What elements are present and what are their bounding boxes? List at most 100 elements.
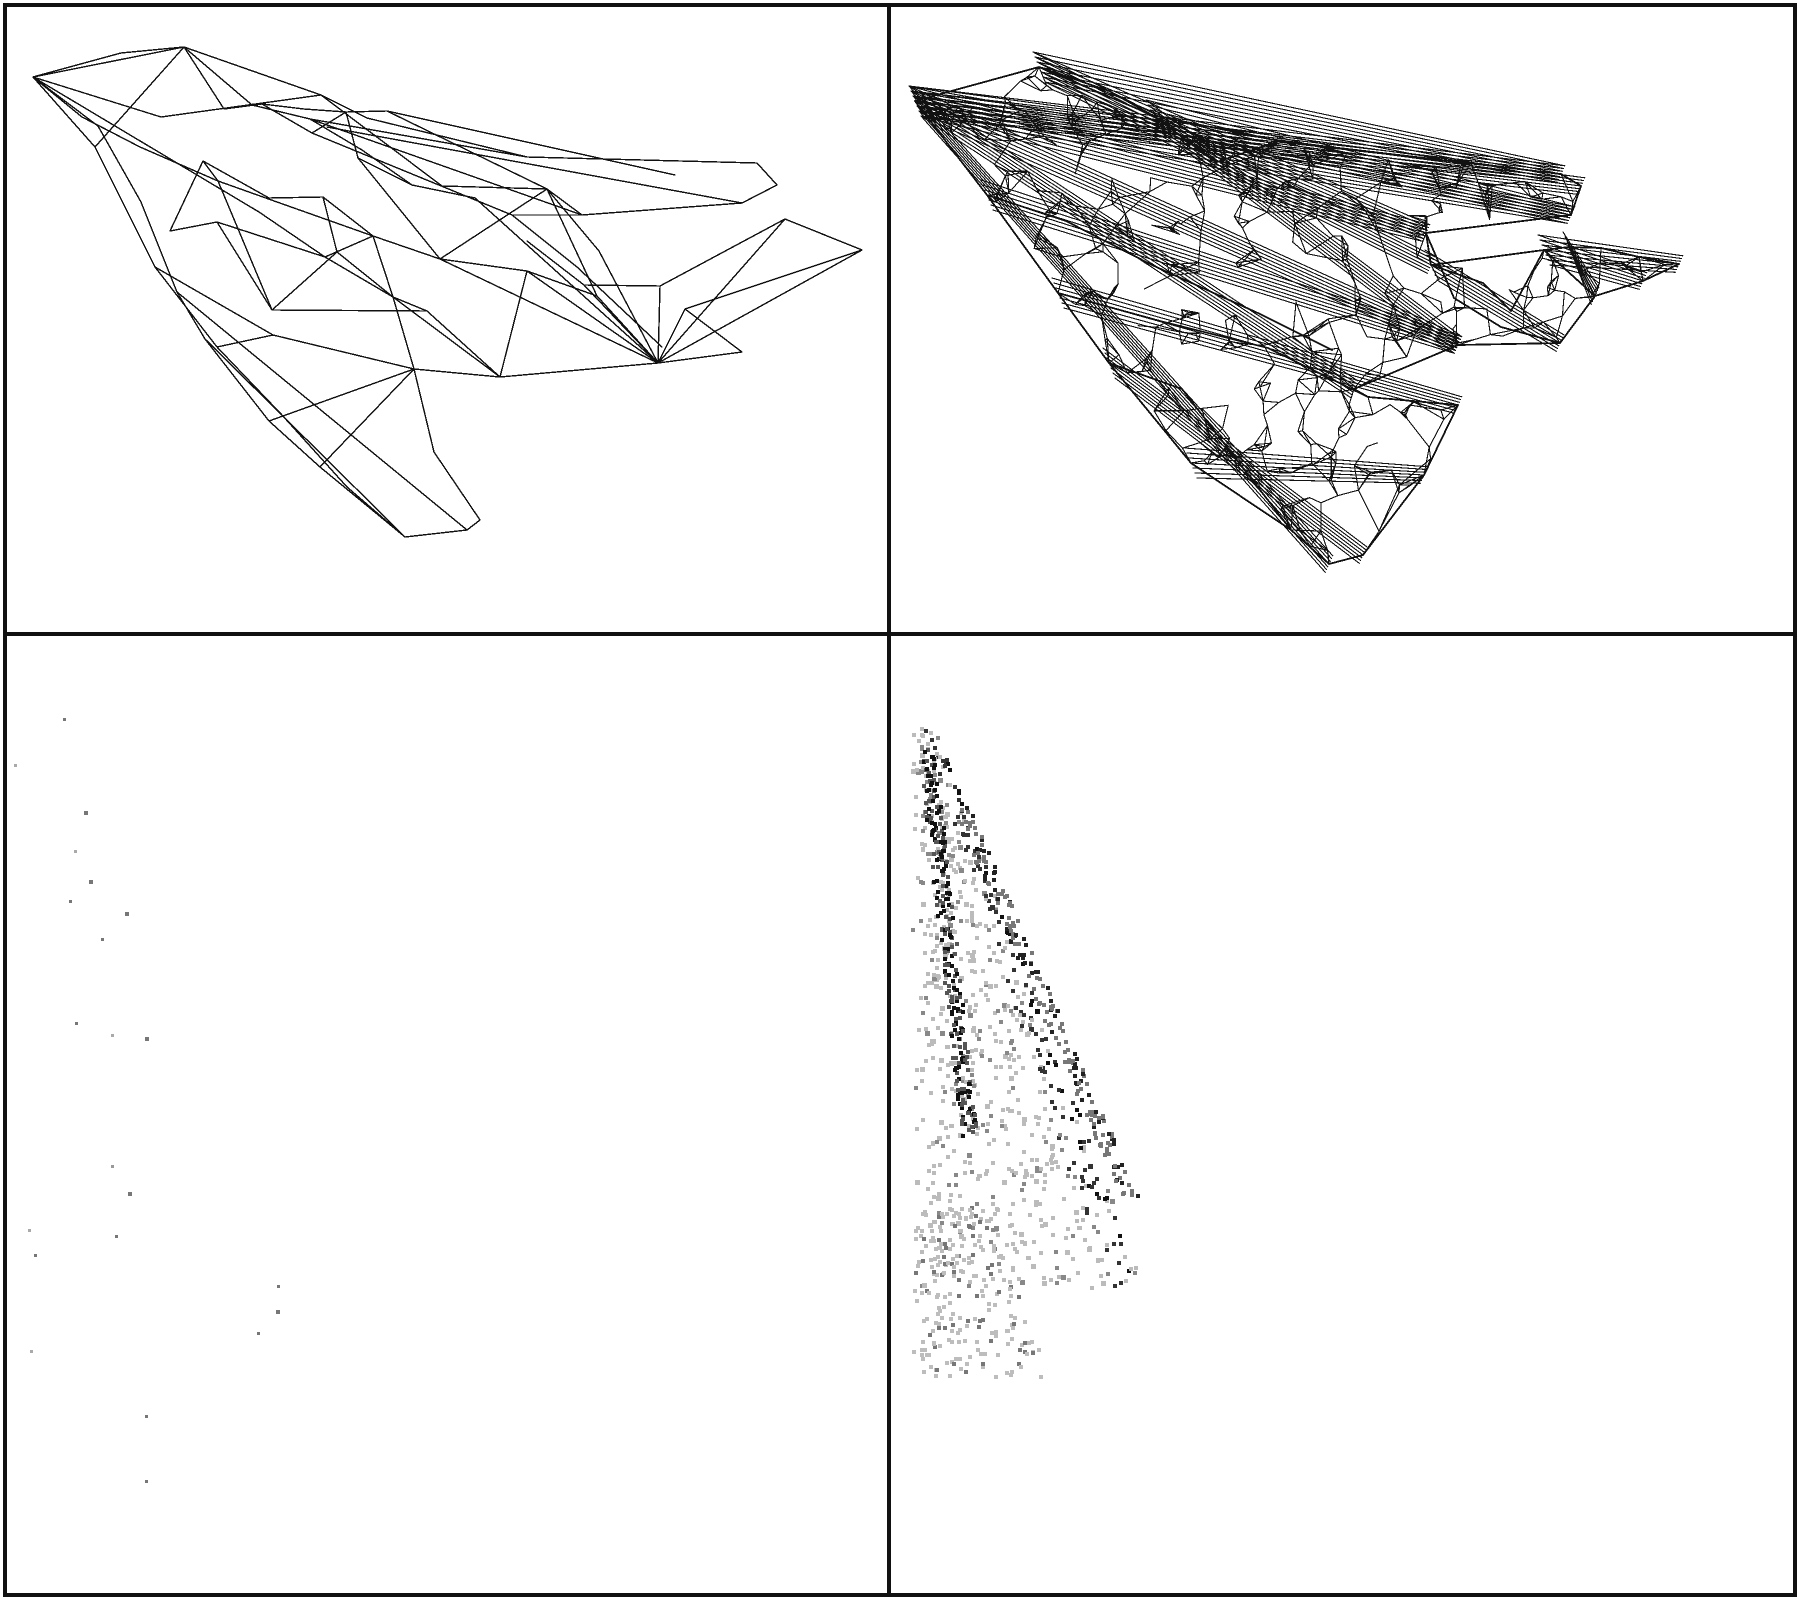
dense-mesh-edge bbox=[1346, 417, 1356, 435]
dense-mesh-edge bbox=[1348, 403, 1356, 419]
dense-point bbox=[949, 1317, 953, 1321]
dense-mesh-edge bbox=[1341, 235, 1349, 247]
dense-point bbox=[1080, 1098, 1084, 1102]
dense-point bbox=[963, 1042, 967, 1046]
dense-point bbox=[1019, 1010, 1023, 1014]
dense-mesh-edge bbox=[1221, 428, 1231, 440]
dense-point bbox=[999, 1040, 1003, 1044]
dense-mesh-long-edge bbox=[1430, 264, 1561, 344]
dense-point bbox=[1009, 1009, 1013, 1013]
dense-point bbox=[965, 806, 969, 810]
dense-point bbox=[943, 947, 947, 951]
dense-mesh-edge bbox=[1297, 377, 1318, 381]
dense-point bbox=[948, 1301, 952, 1305]
dense-mesh-long-edge bbox=[1547, 259, 1642, 288]
dense-point bbox=[971, 1130, 975, 1134]
dense-mesh-edge bbox=[1052, 89, 1068, 97]
dense-point bbox=[943, 1326, 947, 1330]
dense-point bbox=[996, 897, 1000, 901]
dense-point bbox=[1075, 1092, 1079, 1096]
dense-mesh-long-edge bbox=[1190, 462, 1425, 476]
dense-mesh-edge bbox=[1061, 253, 1087, 258]
dense-point bbox=[976, 851, 980, 855]
dense-point bbox=[960, 808, 964, 812]
dense-point bbox=[971, 1079, 975, 1083]
dense-point bbox=[935, 1295, 939, 1299]
dense-wireframe-aircraft bbox=[908, 51, 1684, 573]
dense-point bbox=[1044, 1140, 1048, 1144]
dense-point bbox=[1016, 1098, 1020, 1102]
dense-point bbox=[1060, 1148, 1064, 1152]
dense-point bbox=[1063, 1060, 1067, 1064]
dense-point bbox=[1072, 1161, 1076, 1165]
dense-point bbox=[1020, 1188, 1024, 1192]
dense-point bbox=[925, 815, 929, 819]
dense-point bbox=[952, 1006, 956, 1010]
dense-mesh-long-edge bbox=[914, 100, 1330, 565]
dense-point bbox=[951, 854, 955, 858]
dense-mesh-edge bbox=[1241, 201, 1268, 213]
dense-point bbox=[940, 1316, 944, 1320]
dense-point bbox=[956, 900, 960, 904]
sparse-point bbox=[30, 1350, 33, 1353]
dense-point bbox=[935, 794, 939, 798]
dense-point bbox=[932, 1342, 936, 1346]
dense-point bbox=[932, 973, 936, 977]
dense-point bbox=[916, 1226, 920, 1230]
dense-point bbox=[955, 972, 959, 976]
dense-point bbox=[939, 911, 943, 915]
dense-point bbox=[1099, 1274, 1103, 1278]
dense-point bbox=[989, 893, 993, 897]
dense-point bbox=[962, 1087, 966, 1091]
dense-mesh-edge bbox=[1598, 262, 1601, 284]
dense-point bbox=[1072, 1066, 1076, 1070]
dense-point bbox=[960, 822, 964, 826]
dense-point bbox=[1061, 1029, 1065, 1033]
dense-mesh-edge bbox=[1295, 392, 1316, 396]
dense-point bbox=[974, 832, 978, 836]
dense-point bbox=[1102, 1119, 1106, 1123]
dense-mesh-edge bbox=[1008, 170, 1029, 194]
dense-point bbox=[950, 964, 954, 968]
dense-mesh-edge bbox=[1297, 411, 1305, 433]
dense-point bbox=[1073, 1175, 1077, 1179]
dense-point bbox=[1101, 1281, 1106, 1286]
dense-point bbox=[936, 847, 940, 851]
dense-mesh-edge bbox=[1195, 194, 1206, 212]
dense-mesh-edge bbox=[1426, 212, 1441, 218]
dense-point bbox=[1057, 1275, 1061, 1279]
dense-point bbox=[990, 1263, 994, 1267]
dense-mesh-edge bbox=[1233, 215, 1239, 224]
dense-point bbox=[943, 1090, 947, 1094]
dense-point bbox=[970, 1212, 974, 1216]
dense-point bbox=[937, 1211, 941, 1215]
dense-point bbox=[945, 927, 949, 931]
dense-point bbox=[997, 1290, 1001, 1294]
dense-point bbox=[991, 1195, 995, 1199]
dense-mesh-long-edge bbox=[1051, 277, 1463, 398]
dense-point bbox=[920, 1229, 924, 1233]
dense-mesh-edge bbox=[1305, 253, 1344, 262]
dense-point bbox=[1083, 1168, 1087, 1172]
dense-point bbox=[971, 1226, 975, 1230]
dense-point bbox=[954, 1357, 958, 1361]
dense-point bbox=[940, 1006, 945, 1011]
dense-point bbox=[1039, 1375, 1043, 1379]
dense-point bbox=[992, 1247, 996, 1251]
dense-mesh-long-edge bbox=[920, 115, 1326, 573]
dense-mesh-edge bbox=[1026, 76, 1042, 92]
dense-point bbox=[950, 1340, 954, 1344]
dense-point bbox=[991, 1161, 995, 1165]
dense-point bbox=[1020, 1024, 1024, 1028]
dense-point bbox=[948, 892, 952, 896]
dense-point bbox=[930, 821, 934, 825]
dense-point bbox=[1013, 1247, 1017, 1251]
dense-point bbox=[1030, 991, 1034, 995]
outer-border-right bbox=[1793, 3, 1797, 1597]
dense-point bbox=[930, 981, 934, 985]
dense-mesh-edge bbox=[1297, 379, 1316, 396]
dense-point bbox=[968, 1280, 972, 1284]
dense-point bbox=[949, 999, 953, 1003]
dense-point bbox=[944, 1126, 948, 1130]
dense-point bbox=[914, 813, 918, 817]
